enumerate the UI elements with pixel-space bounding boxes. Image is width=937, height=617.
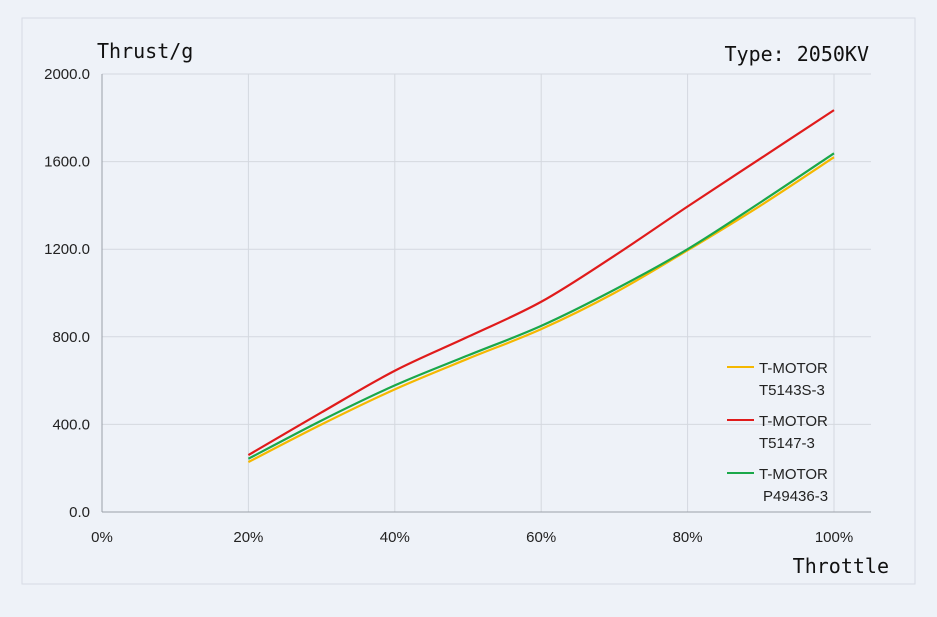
- legend-label: T-MOTOR: [759, 413, 828, 430]
- series-line-3: [247, 152, 835, 460]
- y-tick-label: 1200.0: [44, 241, 90, 258]
- y-axis-title: Thrust/g: [97, 39, 193, 63]
- legend-label: T-MOTOR: [759, 466, 828, 483]
- chart-annotation: Type: 2050KV: [725, 42, 870, 66]
- y-tick-label: 800.0: [52, 329, 90, 346]
- x-tick-label: 100%: [815, 529, 853, 546]
- legend-label: T-MOTOR: [759, 360, 828, 377]
- x-tick-label: 20%: [233, 529, 263, 546]
- x-tick-label: 80%: [673, 529, 703, 546]
- y-tick-label: 400.0: [52, 416, 90, 433]
- y-tick-label: 2000.0: [44, 66, 90, 83]
- series-line-2: [247, 109, 835, 457]
- legend-label-line2: P49436-3: [763, 488, 828, 505]
- axes: [101, 74, 871, 513]
- legend: T-MOTOR T5143S-3 T-MOTOR T5147-3 T-MOTOR P494…: [727, 360, 828, 505]
- chart-frame: [21, 17, 916, 585]
- x-tick-label: 40%: [380, 529, 410, 546]
- legend-label-line2: T5147-3: [759, 435, 815, 452]
- series-line-1: [247, 156, 835, 464]
- x-tick-label: 0%: [91, 529, 113, 546]
- series-lines: [247, 109, 835, 464]
- tick-labels: 0.0 400.0 800.0 1200.0 1600.0 2000.0 0% 20% 40% 6…: [44, 66, 853, 546]
- y-tick-label: 1600.0: [44, 154, 90, 171]
- x-tick-label: 60%: [526, 529, 556, 546]
- y-tick-label: 0.0: [69, 504, 90, 521]
- x-axis-title: Throttle: [793, 554, 889, 578]
- grid: [102, 73, 871, 512]
- legend-label-line2: T5143S-3: [759, 382, 825, 399]
